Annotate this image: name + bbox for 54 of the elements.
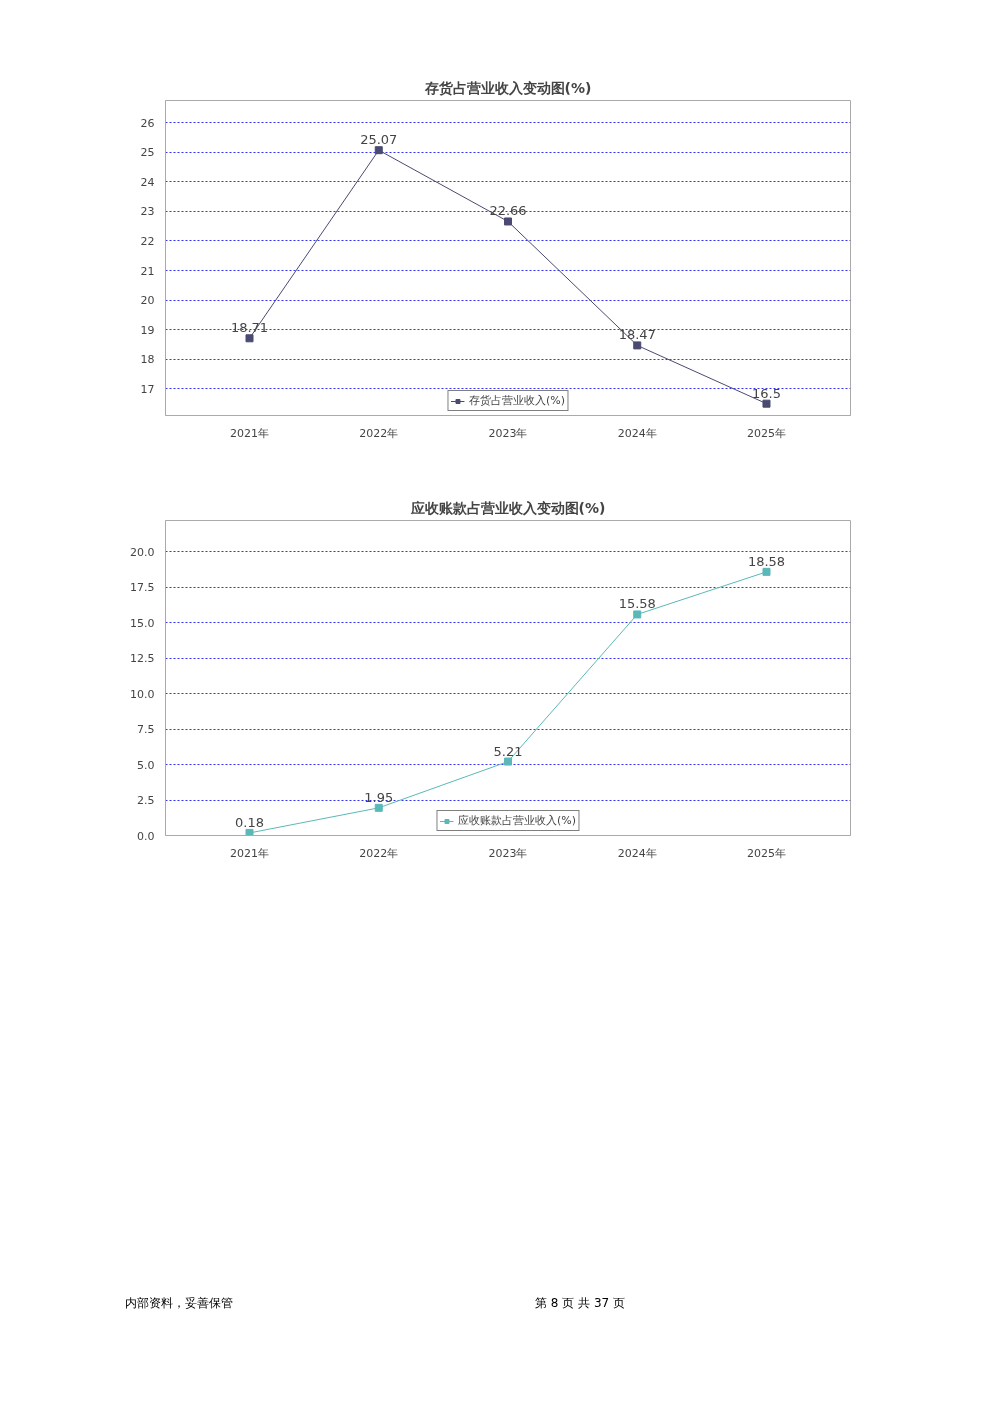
x-tick-label: 2022年 [359, 846, 399, 860]
point [633, 341, 642, 350]
point [245, 828, 254, 836]
y-tick-label: 12.5 [130, 652, 155, 666]
x-tick-label: 2022年 [359, 426, 399, 440]
legend-label: 应收账款占营业收入(%) [457, 813, 577, 828]
x-tick-label: 2024年 [617, 426, 657, 440]
point [504, 217, 512, 226]
y-tick-label: 17 [140, 382, 155, 396]
point [374, 803, 383, 812]
legend-label: 存货占营业收入(%) [468, 393, 566, 408]
y-tick-label: 23 [140, 205, 155, 219]
y-tick-label: 20.0 [130, 545, 155, 559]
y-tick-label: 24 [140, 175, 155, 189]
x-tick-label: 2021年 [230, 846, 270, 860]
data-label: 25.07 [360, 132, 398, 148]
y-tick-label: 10.0 [130, 687, 155, 701]
x-tick-label: 2023年 [488, 846, 528, 860]
point [504, 757, 512, 766]
data-label: 1.95 [364, 789, 394, 805]
x-tick-label: 2024年 [617, 846, 657, 860]
chart-title: 存货占营业收入变动图(%) [423, 79, 592, 96]
point [762, 399, 771, 408]
data-label: 0.18 [235, 814, 264, 830]
data-label: 18.58 [747, 553, 786, 569]
y-tick-label: 17.5 [130, 581, 155, 595]
text: 第 8 页 共 37 页 [535, 1295, 625, 1312]
y-tick-label: 5.0 [137, 758, 155, 772]
data-label: 18.47 [618, 327, 656, 343]
point [633, 610, 642, 619]
y-tick-label: 18 [140, 353, 155, 367]
text: 内部资料，妥善保管 [125, 1295, 233, 1312]
y-tick-label: 25 [140, 146, 155, 160]
y-tick-label: 19 [140, 323, 155, 337]
y-tick-label: 20 [140, 294, 155, 308]
point [762, 567, 771, 576]
data-label: 15.58 [618, 596, 656, 612]
y-tick-label: 0.0 [137, 829, 155, 843]
x-tick-label: 2023年 [488, 426, 528, 440]
y-tick-label: 21 [140, 264, 155, 278]
y-tick-label: 2.5 [137, 794, 155, 808]
x-tick-label: 2025年 [746, 846, 786, 860]
y-tick-label: 15.0 [130, 616, 155, 630]
data-label: 5.21 [493, 743, 523, 759]
point [245, 334, 254, 343]
x-tick-label: 2025年 [746, 426, 786, 440]
y-tick-label: 26 [140, 116, 155, 130]
point [374, 146, 383, 155]
y-tick-label: 22 [140, 234, 155, 248]
data-label: 22.66 [489, 203, 527, 219]
y-tick-label: 7.5 [137, 723, 155, 737]
chart-title: 应收账款占营业收入变动图(%) [409, 499, 606, 516]
x-tick-label: 2021年 [230, 426, 270, 440]
data-label: 16.5 [752, 385, 781, 401]
